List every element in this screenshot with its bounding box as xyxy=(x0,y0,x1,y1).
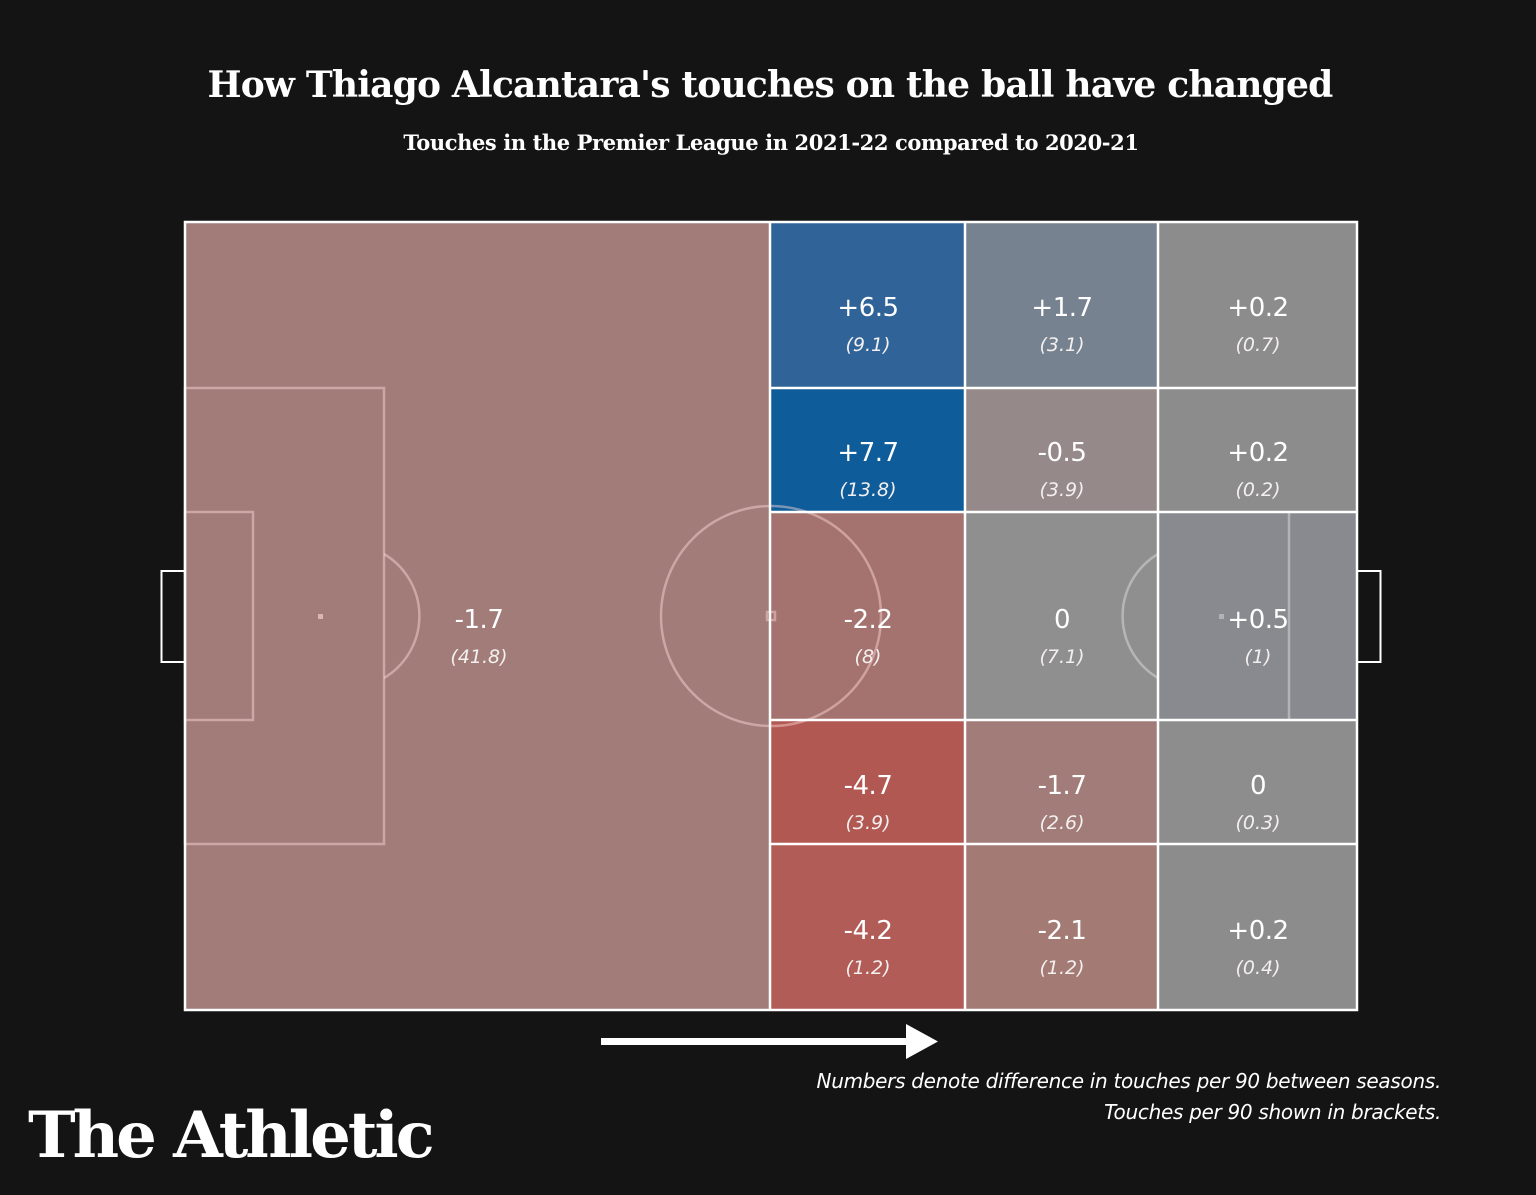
zone-diff: -2.1 xyxy=(1037,916,1087,946)
zone-diff: +0.2 xyxy=(1227,293,1289,323)
zone-diff: 0 xyxy=(1249,771,1267,801)
zone-total: (1) xyxy=(1244,646,1272,668)
right-penalty-spot xyxy=(1219,614,1224,619)
zone-label: 0 (0.3) xyxy=(1235,771,1280,835)
zone-label: -2.2 (8) xyxy=(844,605,893,669)
footnote-line-2: Touches per 90 shown in brackets. xyxy=(1104,1100,1441,1124)
zone-total: (0.2) xyxy=(1235,479,1281,501)
zone-diff: -1.7 xyxy=(1037,771,1087,801)
zone-cell xyxy=(965,844,1158,1010)
zone-cell xyxy=(1158,388,1357,512)
zone-diff: +7.7 xyxy=(837,438,899,468)
arrow-right-icon xyxy=(601,1024,938,1059)
zone-diff: +6.5 xyxy=(837,293,899,323)
zone-fills xyxy=(185,222,1357,1010)
zone-total: (2.6) xyxy=(1039,812,1085,834)
zone-total: (0.3) xyxy=(1235,812,1281,834)
zone-diff: -4.7 xyxy=(843,771,893,801)
zone-label: +7.7 (13.8) xyxy=(837,438,899,502)
zone-cell xyxy=(1158,512,1357,720)
zone-label: +0.2 (0.7) xyxy=(1227,293,1289,357)
zone-diff: -0.5 xyxy=(1037,438,1087,468)
left-penalty-spot xyxy=(318,614,323,619)
zone-diff: -2.2 xyxy=(843,605,893,635)
zone-cell xyxy=(965,512,1158,720)
zone-label: +0.2 (0.4) xyxy=(1227,916,1289,980)
zone-cell xyxy=(965,388,1158,512)
chart-title: How Thiago Alcantara's touches on the ba… xyxy=(207,64,1334,106)
grid-lines xyxy=(768,222,1357,1010)
footnote: Numbers denote difference in touches per… xyxy=(816,1066,1442,1128)
left-goal xyxy=(160,570,186,663)
zone-total: (0.7) xyxy=(1235,334,1281,356)
zone-total: (3.9) xyxy=(1039,479,1085,501)
the-athletic-logo: The Athletic xyxy=(28,1098,435,1173)
left-penalty-arc xyxy=(383,552,421,680)
zone-total: (1.2) xyxy=(1039,957,1085,979)
zone-total: (41.8) xyxy=(450,646,508,668)
zone-label: -4.2 (1.2) xyxy=(844,916,893,980)
zone-cell xyxy=(965,720,1158,844)
zone-diff: -1.7 xyxy=(454,605,504,635)
zone-total: (13.8) xyxy=(839,479,897,501)
zone-total: (3.9) xyxy=(845,812,891,834)
zone-cell xyxy=(1158,222,1357,388)
zone-cell xyxy=(1158,720,1357,844)
zone-cell xyxy=(770,512,965,720)
zone-total: (3.1) xyxy=(1039,334,1085,356)
right-goal xyxy=(1356,570,1382,663)
chart-subtitle: Touches in the Premier League in 2021-22… xyxy=(403,130,1139,155)
zone-diff: +1.7 xyxy=(1031,293,1093,323)
zone-diff: 0 xyxy=(1053,605,1071,635)
zone-total: (7.1) xyxy=(1039,646,1085,668)
zone-diff: +0.2 xyxy=(1227,438,1289,468)
zone-diff: -4.2 xyxy=(843,916,893,946)
zone-label: -1.7 (2.6) xyxy=(1038,771,1087,835)
zone-label: +0.5 (1) xyxy=(1227,605,1289,669)
zone-cell xyxy=(770,222,965,388)
zone-diff: +0.5 xyxy=(1227,605,1289,635)
zone-label: +1.7 (3.1) xyxy=(1031,293,1093,357)
zone-label: -4.7 (3.9) xyxy=(844,771,893,835)
footnote-line-1: Numbers denote difference in touches per… xyxy=(816,1069,1442,1093)
zone-diff: +0.2 xyxy=(1227,916,1289,946)
zone-cell xyxy=(770,720,965,844)
zone-total: (1.2) xyxy=(845,957,891,979)
zone-label: -2.1 (1.2) xyxy=(1038,916,1087,980)
zone-label: +6.5 (9.1) xyxy=(837,293,899,357)
zone-total: (9.1) xyxy=(845,334,891,356)
zone-total: (8) xyxy=(854,646,882,668)
zone-cell xyxy=(770,388,965,512)
right-penalty-arc xyxy=(1121,552,1159,680)
zone-cell xyxy=(1158,844,1357,1010)
zone-label: +0.2 (0.2) xyxy=(1227,438,1289,502)
zone-label-own-half: -1.7 (41.8) xyxy=(450,605,507,669)
zone-cell xyxy=(965,222,1158,388)
zone-own-half xyxy=(185,222,770,1010)
zone-label: -0.5 (3.9) xyxy=(1038,438,1087,502)
zone-label: 0 (7.1) xyxy=(1039,605,1084,669)
zone-total: (0.4) xyxy=(1235,957,1281,979)
zone-cell xyxy=(770,844,965,1010)
